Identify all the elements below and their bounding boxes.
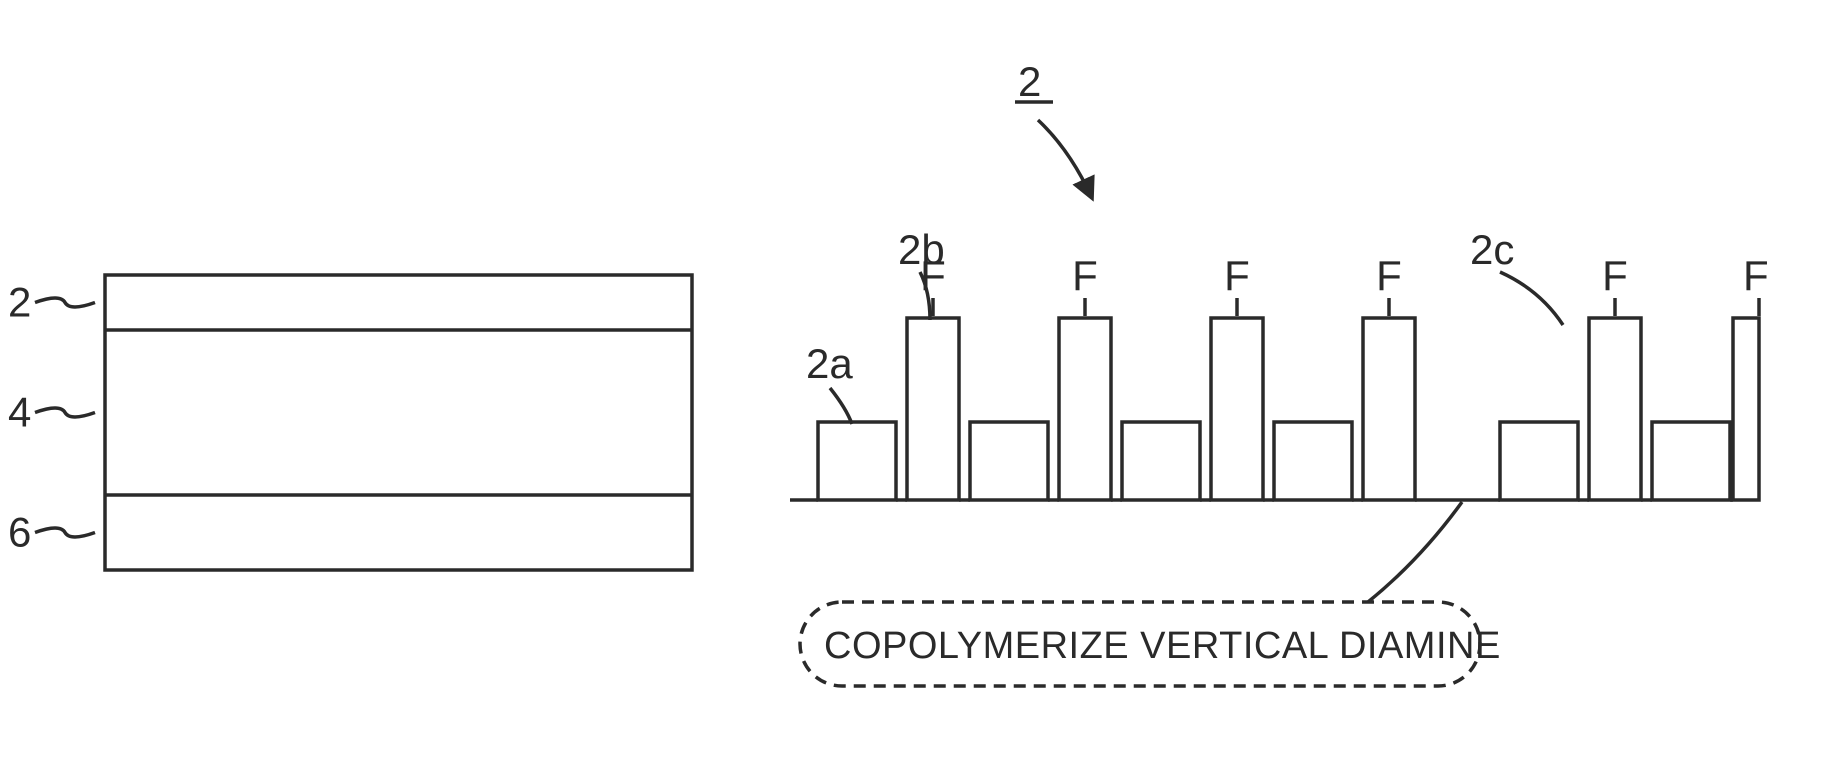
f-label: F <box>1376 252 1402 299</box>
layer-hook-6 <box>35 528 95 537</box>
f-label: F <box>1224 252 1250 299</box>
layer-label-2: 2 <box>8 279 31 326</box>
layer-hook-2 <box>35 298 95 307</box>
monomer-tall <box>1211 318 1263 500</box>
diagram-pointer-label: 2 <box>1018 58 1041 105</box>
monomer-short <box>1274 422 1352 500</box>
diamine-lead-line <box>1368 502 1462 602</box>
layer-stack <box>105 275 692 570</box>
f-label: F <box>1602 252 1628 299</box>
monomer-short <box>970 422 1048 500</box>
monomer-tall <box>1589 318 1641 500</box>
f-label: F <box>1743 252 1769 299</box>
diagram-pointer-arrow <box>1038 120 1092 198</box>
monomer-short <box>1652 422 1730 500</box>
monomer-tall <box>1733 318 1759 500</box>
diamine-caption: COPOLYMERIZE VERTICAL DIAMINE <box>824 625 1501 667</box>
callout-line-2a <box>830 388 852 424</box>
monomer-tall <box>907 318 959 500</box>
callout-2a: 2a <box>806 340 853 387</box>
layer-label-6: 6 <box>8 509 31 556</box>
monomer-short <box>1500 422 1578 500</box>
monomer-tall <box>1059 318 1111 500</box>
callout-2c: 2c <box>1470 226 1514 273</box>
callout-line-2c <box>1500 272 1563 325</box>
f-label: F <box>1072 252 1098 299</box>
layer-label-4: 4 <box>8 389 31 436</box>
layer-hook-4 <box>35 408 95 417</box>
monomer-tall <box>1363 318 1415 500</box>
monomer-short <box>1122 422 1200 500</box>
monomer-short <box>818 422 896 500</box>
callout-2b: 2b <box>898 226 945 273</box>
